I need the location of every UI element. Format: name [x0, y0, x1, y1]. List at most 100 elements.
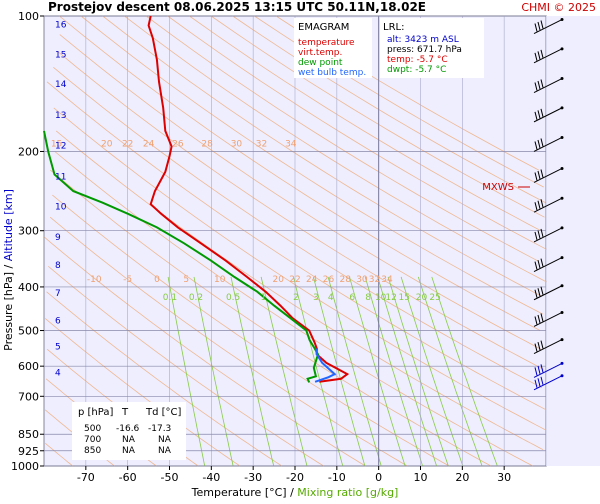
- x-tick-label: -40: [202, 471, 220, 484]
- wind-barb-dot: [560, 361, 564, 365]
- adiabat-label: 20: [273, 275, 285, 285]
- mixing-ratio-label: 12: [385, 293, 396, 303]
- dry-adiabat: [102, 15, 543, 297]
- wind-barb-flag: [537, 365, 541, 375]
- wind-barb-flag: [534, 231, 538, 241]
- wind-barb-dot: [560, 226, 564, 230]
- wind-barb-flag: [534, 82, 538, 91]
- wind-barb-flag: [537, 139, 541, 149]
- lrl-dwpt: dwpt: -5.7 °C: [387, 65, 446, 75]
- table-cell: -16.6: [116, 424, 140, 434]
- dry-adiabat: [52, 194, 450, 467]
- altitude-label: 13: [55, 111, 66, 121]
- wind-barb-flag: [537, 21, 541, 31]
- series-line-dew-point: [43, 130, 320, 383]
- wind-barb-staff: [533, 137, 563, 152]
- dry-adiabat: [59, 34, 541, 350]
- wind-barb-flag: [540, 228, 544, 238]
- x-axis-label: Temperature [°C] / Mixing ratio [g/kg]: [191, 486, 399, 499]
- mixing-ratio-label: 1: [261, 293, 267, 303]
- wind-barb-flag: [537, 80, 541, 90]
- adiabat-label: 28: [339, 275, 351, 285]
- mixing-ratio-line: [167, 276, 206, 467]
- adiabat-label: 30: [231, 139, 243, 149]
- dry-adiabat: [46, 81, 547, 411]
- lrl-temp: temp: -5.7 °C: [387, 55, 448, 65]
- level-table: p [hPa] T Td [°C] 500 -16.6 -17.3 700 NA…: [72, 402, 186, 460]
- wind-barb-flag: [537, 51, 541, 60]
- dry-adiabat: [44, 236, 366, 467]
- wind-barb-staff: [533, 197, 563, 213]
- y-tick-label: 700: [18, 390, 39, 403]
- wind-barb: [533, 226, 564, 243]
- adiabat-label: 26: [323, 275, 335, 285]
- table-cell: NA: [158, 435, 172, 445]
- y-axis-label: Pressure [hPa] / Altitude [km]: [2, 189, 15, 351]
- wind-barb-dot: [560, 18, 564, 22]
- wind-barb-dot: [560, 135, 564, 139]
- x-tick-label: 10: [414, 471, 428, 484]
- wind-barb-flag: [534, 367, 538, 376]
- y-tick-label: 850: [18, 428, 39, 441]
- adiabat-label: 32: [369, 275, 380, 285]
- y-tick-label: 100: [18, 10, 39, 23]
- wind-barb-flag: [540, 49, 544, 58]
- table-cell: NA: [122, 446, 136, 456]
- wind-barb-flag: [534, 23, 538, 32]
- dry-adiabat: [57, 51, 544, 370]
- wind-barb-staff: [533, 257, 563, 273]
- adiabat-label: 22: [122, 139, 133, 149]
- sounding-profiles: [43, 15, 350, 383]
- x-tick-label: -20: [286, 471, 304, 484]
- wind-barb-dot: [560, 338, 564, 342]
- x-tick-label: -60: [119, 471, 137, 484]
- wind-barb-flag: [534, 52, 538, 61]
- wind-barb-flag: [540, 138, 544, 147]
- wind-barb-flag: [540, 258, 544, 267]
- altitude-label: 10: [55, 203, 67, 213]
- wind-barb-dot: [560, 106, 564, 110]
- wind-barb-dot: [560, 166, 564, 170]
- wind-barb-staff: [533, 285, 563, 301]
- adiabat-label: 32: [256, 139, 267, 149]
- dry-adiabat: [124, 15, 547, 283]
- mixing-ratio-line: [313, 276, 366, 467]
- dry-adiabat: [45, 442, 73, 467]
- wind-barb-flag: [534, 202, 538, 211]
- adiabat-label: 26: [172, 139, 184, 149]
- overlay-labels: 0.1 0.2 0.5 1 2 3 4 6 8 10 12 15 20 25-10 -5 0 5 10 20 22 24…: [51, 139, 441, 302]
- wind-barb-flag: [534, 289, 538, 298]
- mixing-ratio-label: 0.5: [226, 293, 240, 303]
- altitude-label: 8: [55, 261, 61, 271]
- wind-barb-staff: [533, 339, 563, 355]
- mixing-ratio-line: [387, 276, 449, 467]
- dry-adiabat: [50, 169, 492, 467]
- legend-wet-bulb: wet bulb temp.: [298, 68, 366, 78]
- x-axis-label-mix: Mixing ratio [g/kg]: [297, 486, 398, 499]
- y-tick-label: 925: [18, 445, 39, 458]
- adiabat-label: 34: [381, 275, 393, 285]
- wind-barb-flag: [534, 316, 538, 325]
- adiabat-label: 24: [143, 139, 155, 149]
- wind-barb: [533, 77, 564, 93]
- wind-barb-flag: [540, 20, 544, 29]
- y-tick-label: 400: [18, 281, 39, 294]
- mixing-ratio-line: [327, 276, 382, 467]
- legend-heading: EMAGRAM: [298, 22, 349, 33]
- wind-barbs: [533, 18, 564, 391]
- table-cell: 850: [84, 446, 101, 456]
- wind-barb-staff: [533, 107, 563, 123]
- wind-barb-flag: [540, 364, 544, 373]
- mixing-ratio-label: 25: [429, 293, 440, 303]
- mixing-ratio-label: 15: [398, 293, 409, 303]
- y-axis-label-alt: Altitude [km]: [2, 189, 15, 261]
- mixing-ratio-line: [193, 276, 234, 467]
- lrl-alt: alt: 3423 m ASL: [387, 35, 459, 45]
- mixing-ratio-line: [400, 276, 464, 467]
- mixing-ratio-label: 0.1: [163, 293, 177, 303]
- x-tick-label: 30: [497, 471, 511, 484]
- altitude-label: 12: [55, 142, 66, 152]
- table-cell: -17.3: [148, 424, 171, 434]
- wind-barb-staff: [533, 78, 563, 93]
- mixing-ratio-label: 10: [375, 293, 387, 303]
